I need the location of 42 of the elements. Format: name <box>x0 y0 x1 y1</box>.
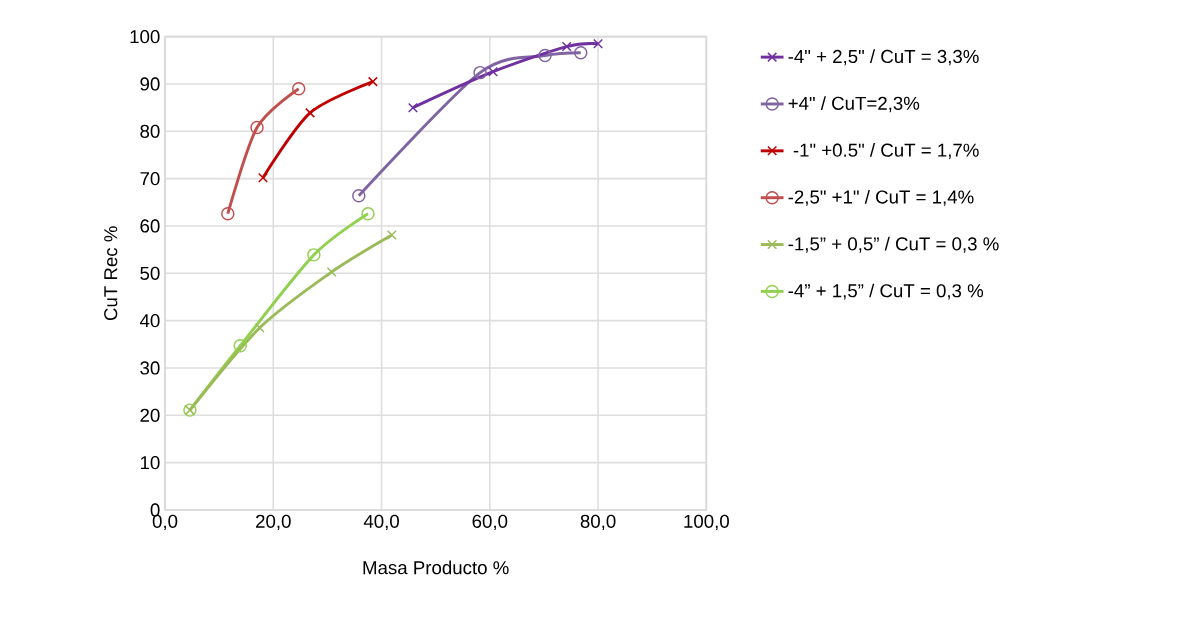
point <box>386 230 397 240</box>
legend-label: -4" + 2,5" / CuT = 3,3% <box>788 49 979 66</box>
x-tick-label: 20,0 <box>256 514 291 531</box>
point <box>250 120 264 135</box>
y-tick-label: 50 <box>140 266 160 280</box>
y-tick-label: 100 <box>130 30 160 44</box>
y-tick-label: 40 <box>139 314 160 328</box>
y-tick-label: 10 <box>140 456 160 470</box>
x-tick-label: 100,0 <box>684 514 729 531</box>
x-tick-label: 80,0 <box>580 514 616 531</box>
y-tick-label: 20 <box>140 408 160 422</box>
point <box>367 76 378 87</box>
y-tick-label: 80 <box>140 124 160 138</box>
y-axis-title: CuT Rec % <box>104 226 118 321</box>
point <box>291 81 306 96</box>
legend-label: -2,5" +1" / CuT = 1,4% <box>788 189 974 206</box>
point <box>561 41 572 52</box>
point <box>361 206 375 221</box>
x-axis-title: Masa Producto % <box>363 560 509 575</box>
point <box>352 188 366 203</box>
point <box>574 46 588 60</box>
point <box>233 339 247 353</box>
legend-label: -1" +0.5" / CuT = 1,7% <box>793 143 979 159</box>
point <box>473 65 487 80</box>
x-tick-label: 60,0 <box>472 514 508 531</box>
point <box>258 172 268 183</box>
point <box>593 38 604 49</box>
legend-label: -1,5” + 0,5” / CuT = 0,3 % <box>788 236 999 253</box>
y-tick-label: 60 <box>140 219 160 233</box>
x-tick-label: 40,0 <box>363 514 399 531</box>
point <box>407 102 418 113</box>
point <box>307 248 321 262</box>
legend-label: -4” + 1,5” / CuT = 0,3 % <box>788 283 984 300</box>
legend-label: +4" / CuT=2,3% <box>788 96 920 113</box>
point <box>305 107 316 118</box>
y-tick-label: 30 <box>140 361 160 375</box>
point <box>326 266 337 277</box>
y-tick-label: 70 <box>140 172 160 186</box>
point <box>221 206 235 221</box>
point <box>488 66 499 77</box>
point <box>538 48 552 63</box>
y-tick-label: 90 <box>140 77 160 91</box>
